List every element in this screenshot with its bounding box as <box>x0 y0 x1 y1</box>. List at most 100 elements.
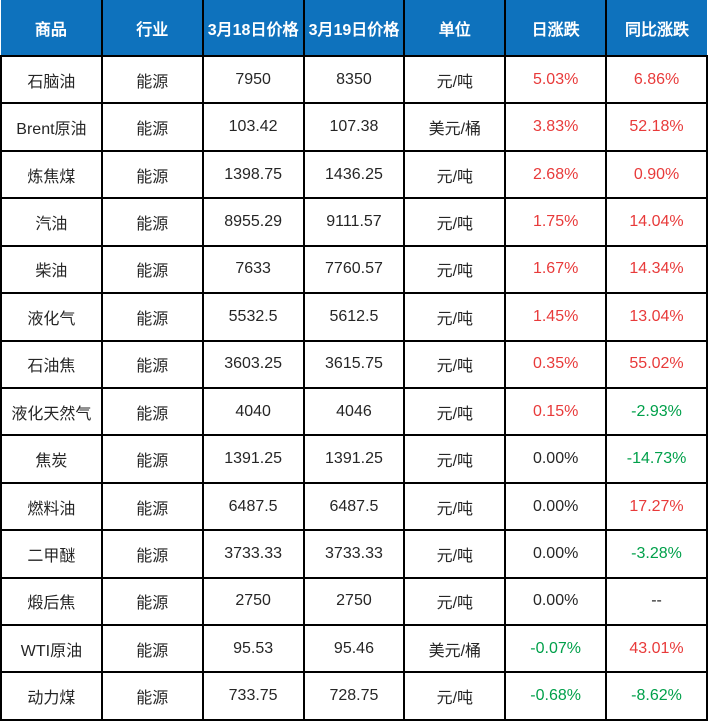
table-body: 石脑油 能源 7950 8350 元/吨 5.03% 6.86% Brent原油… <box>0 54 708 721</box>
price-mar19-cell: 8350 <box>302 54 406 105</box>
table-header: 商品 行业 3月18日价格 3月19日价格 单位 日涨跌 同比涨跌 <box>1 0 707 57</box>
commodity-name-cell: 燃料油 <box>0 481 103 532</box>
unit-cell: 元/吨 <box>403 576 507 627</box>
commodity-name-cell: 煅后焦 <box>0 576 103 627</box>
industry-cell: 能源 <box>100 339 204 389</box>
daily-change-cell: 0.35% <box>504 339 608 389</box>
industry-cell: 能源 <box>100 576 204 627</box>
price-mar18-cell: 4040 <box>201 386 305 437</box>
unit-cell: 元/吨 <box>403 481 507 532</box>
industry-cell: 能源 <box>100 434 204 484</box>
column-header-yoy-change: 同比涨跌 <box>605 0 707 57</box>
daily-change-cell: 0.00% <box>504 434 608 484</box>
unit-cell: 元/吨 <box>403 339 507 389</box>
unit-cell: 元/吨 <box>403 529 507 579</box>
table-row: 柴油 能源 7633 7760.57 元/吨 1.67% 14.34% <box>0 244 708 295</box>
table-row: 汽油 能源 8955.29 9111.57 元/吨 1.75% 14.04% <box>0 197 708 247</box>
price-mar19-cell: 4046 <box>302 386 406 437</box>
industry-cell: 能源 <box>100 54 204 105</box>
daily-change-cell: 1.45% <box>504 292 608 342</box>
price-mar18-cell: 733.75 <box>201 671 305 721</box>
yoy-change-cell: 13.04% <box>605 292 708 342</box>
price-mar18-cell: 3603.25 <box>201 339 305 389</box>
commodity-name-cell: 液化气 <box>0 292 103 342</box>
yoy-change-cell: -- <box>605 576 708 627</box>
table-row: 燃料油 能源 6487.5 6487.5 元/吨 0.00% 17.27% <box>0 481 708 532</box>
price-mar19-cell: 3733.33 <box>302 529 406 579</box>
table-row: 液化气 能源 5532.5 5612.5 元/吨 1.45% 13.04% <box>0 292 708 342</box>
daily-change-cell: -0.68% <box>504 671 608 721</box>
yoy-change-cell: -8.62% <box>605 671 708 721</box>
yoy-change-cell: -2.93% <box>605 386 708 437</box>
unit-cell: 美元/桶 <box>403 624 507 674</box>
yoy-change-cell: 55.02% <box>605 339 708 389</box>
commodity-name-cell: 二甲醚 <box>0 529 103 579</box>
yoy-change-cell: 43.01% <box>605 624 708 674</box>
price-mar18-cell: 2750 <box>201 576 305 627</box>
column-header-industry: 行业 <box>100 0 204 57</box>
yoy-change-cell: 6.86% <box>605 54 708 105</box>
header-row: 商品 行业 3月18日价格 3月19日价格 单位 日涨跌 同比涨跌 <box>1 0 707 57</box>
yoy-change-cell: -3.28% <box>605 529 708 579</box>
price-mar18-cell: 103.42 <box>201 102 305 152</box>
industry-cell: 能源 <box>100 624 204 674</box>
commodity-name-cell: 液化天然气 <box>0 386 103 437</box>
unit-cell: 元/吨 <box>403 434 507 484</box>
column-header-commodity: 商品 <box>1 0 103 57</box>
industry-cell: 能源 <box>100 102 204 152</box>
industry-cell: 能源 <box>100 197 204 247</box>
column-header-price-mar19: 3月19日价格 <box>302 0 406 57</box>
price-mar18-cell: 5532.5 <box>201 292 305 342</box>
yoy-change-cell: -14.73% <box>605 434 708 484</box>
unit-cell: 美元/桶 <box>403 102 507 152</box>
price-mar19-cell: 1391.25 <box>302 434 406 484</box>
daily-change-cell: 0.00% <box>504 529 608 579</box>
price-mar19-cell: 5612.5 <box>302 292 406 342</box>
commodity-name-cell: 汽油 <box>0 197 103 247</box>
commodity-name-cell: Brent原油 <box>0 102 103 152</box>
unit-cell: 元/吨 <box>403 671 507 721</box>
commodity-name-cell: 动力煤 <box>0 671 103 721</box>
unit-cell: 元/吨 <box>403 386 507 437</box>
table-row: 焦炭 能源 1391.25 1391.25 元/吨 0.00% -14.73% <box>0 434 708 484</box>
commodity-name-cell: WTI原油 <box>0 624 103 674</box>
column-header-daily-change: 日涨跌 <box>504 0 608 57</box>
price-mar18-cell: 8955.29 <box>201 197 305 247</box>
industry-cell: 能源 <box>100 244 204 295</box>
industry-cell: 能源 <box>100 149 204 200</box>
price-mar18-cell: 1391.25 <box>201 434 305 484</box>
price-mar19-cell: 95.46 <box>302 624 406 674</box>
commodity-name-cell: 炼焦煤 <box>0 149 103 200</box>
table-row: 煅后焦 能源 2750 2750 元/吨 0.00% -- <box>0 576 708 627</box>
column-header-price-mar18: 3月18日价格 <box>201 0 305 57</box>
price-mar18-cell: 7633 <box>201 244 305 295</box>
table-row: 动力煤 能源 733.75 728.75 元/吨 -0.68% -8.62% <box>0 671 708 721</box>
price-mar19-cell: 9111.57 <box>302 197 406 247</box>
commodity-name-cell: 石油焦 <box>0 339 103 389</box>
unit-cell: 元/吨 <box>403 54 507 105</box>
industry-cell: 能源 <box>100 481 204 532</box>
price-mar19-cell: 2750 <box>302 576 406 627</box>
daily-change-cell: 5.03% <box>504 54 608 105</box>
yoy-change-cell: 17.27% <box>605 481 708 532</box>
table-row: WTI原油 能源 95.53 95.46 美元/桶 -0.07% 43.01% <box>0 624 708 674</box>
price-mar18-cell: 1398.75 <box>201 149 305 200</box>
price-mar18-cell: 6487.5 <box>201 481 305 532</box>
table-row: Brent原油 能源 103.42 107.38 美元/桶 3.83% 52.1… <box>0 102 708 152</box>
table-row: 炼焦煤 能源 1398.75 1436.25 元/吨 2.68% 0.90% <box>0 149 708 200</box>
industry-cell: 能源 <box>100 671 204 721</box>
price-mar19-cell: 3615.75 <box>302 339 406 389</box>
daily-change-cell: 0.00% <box>504 481 608 532</box>
industry-cell: 能源 <box>100 386 204 437</box>
daily-change-cell: -0.07% <box>504 624 608 674</box>
commodity-name-cell: 石脑油 <box>0 54 103 105</box>
yoy-change-cell: 52.18% <box>605 102 708 152</box>
daily-change-cell: 2.68% <box>504 149 608 200</box>
price-mar19-cell: 107.38 <box>302 102 406 152</box>
daily-change-cell: 1.67% <box>504 244 608 295</box>
table-row: 石油焦 能源 3603.25 3615.75 元/吨 0.35% 55.02% <box>0 339 708 389</box>
price-mar19-cell: 7760.57 <box>302 244 406 295</box>
price-mar18-cell: 3733.33 <box>201 529 305 579</box>
